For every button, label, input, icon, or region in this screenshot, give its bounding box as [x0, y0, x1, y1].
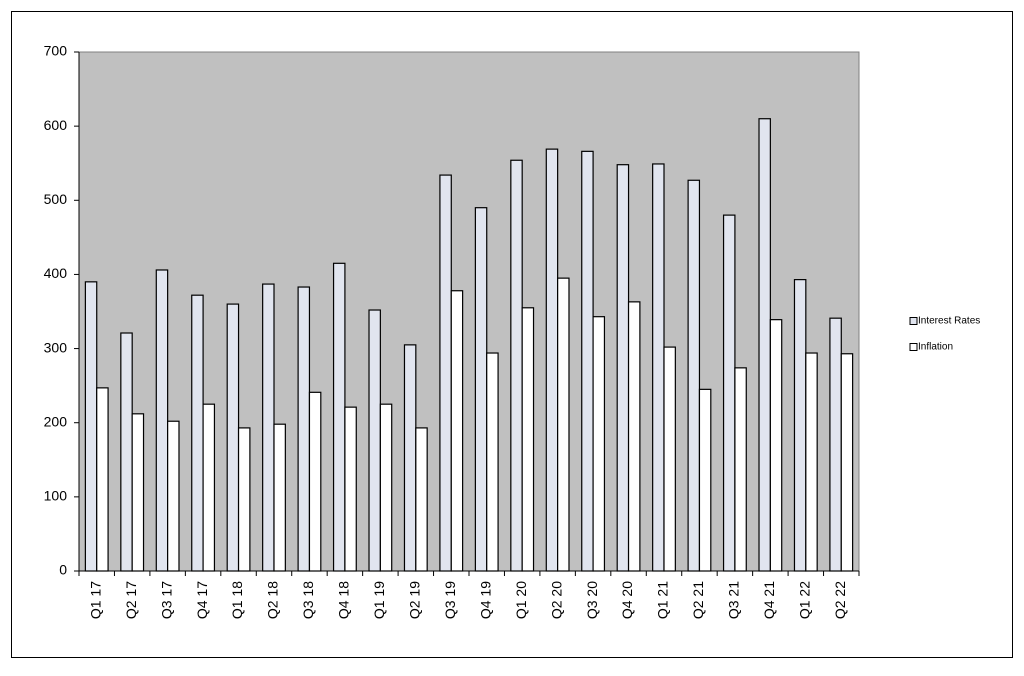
bar [557, 277, 570, 572]
bar [403, 344, 417, 572]
x-tick-label: Q1 21 [655, 581, 671, 619]
bar [734, 367, 747, 572]
bar [202, 403, 216, 572]
x-tick-label: Q1 19 [371, 581, 387, 619]
bar [379, 403, 393, 572]
x-tick-label: Q4 19 [477, 581, 493, 619]
bar [840, 353, 854, 572]
bar [474, 207, 488, 572]
bar [769, 319, 783, 572]
x-tick-label: Q2 17 [123, 581, 139, 619]
y-tick-label: 300 [44, 339, 68, 355]
bar [545, 148, 559, 572]
bar [226, 303, 240, 572]
bar [237, 427, 251, 572]
bar [131, 413, 145, 572]
legend-swatch [909, 317, 918, 325]
y-tick-label: 700 [44, 43, 68, 59]
bar [616, 164, 630, 572]
y-tick-label: 500 [44, 191, 68, 207]
x-tick-label: Q4 17 [194, 581, 210, 619]
x-tick-label: Q4 20 [619, 581, 635, 619]
x-tick-label: Q3 19 [442, 581, 458, 619]
x-tick-label: Q1 18 [229, 581, 245, 619]
bar [262, 283, 275, 572]
x-tick-label: Q1 22 [797, 581, 813, 619]
x-tick-label: Q3 17 [158, 581, 174, 619]
bar [521, 307, 535, 572]
bar [297, 286, 311, 572]
x-tick-label: Q3 20 [584, 581, 600, 619]
y-tick-label: 200 [44, 413, 68, 429]
bar [698, 388, 712, 572]
bar [627, 301, 641, 572]
x-tick-label: Q3 21 [726, 581, 742, 619]
bar [308, 391, 322, 572]
bar [155, 269, 169, 572]
legend-swatch [909, 343, 918, 351]
bar [805, 352, 818, 572]
bar [439, 174, 452, 572]
x-tick-label: Q4 18 [336, 581, 352, 619]
bar [450, 290, 464, 572]
bar [486, 352, 499, 572]
bar [722, 214, 736, 572]
bar [344, 406, 357, 572]
bar [84, 281, 98, 572]
x-tick-label: Q1 17 [87, 581, 103, 619]
x-tick-label: Q1 20 [513, 581, 529, 619]
x-tick-label: Q3 18 [300, 581, 316, 619]
x-tick-label: Q2 20 [548, 581, 564, 619]
bar [273, 423, 286, 572]
x-tick-label: Q2 19 [407, 581, 423, 619]
y-tick-label: 400 [44, 265, 68, 281]
legend-label: Interest Rates [918, 316, 980, 327]
x-tick-label: Q2 18 [265, 581, 281, 619]
y-tick-label: 100 [44, 488, 68, 504]
bar [581, 150, 594, 572]
bar [687, 179, 701, 572]
legend-label: Inflation [918, 342, 953, 353]
bar [120, 332, 133, 572]
bar [663, 346, 676, 572]
y-tick-label: 600 [44, 117, 68, 133]
y-tick-label: 0 [59, 562, 67, 578]
x-tick-label: Q2 21 [690, 581, 706, 619]
bar [510, 159, 523, 572]
bar [592, 316, 606, 572]
bar [793, 279, 807, 572]
bar [96, 387, 109, 572]
bar [652, 163, 665, 572]
x-tick-label: Q2 22 [832, 581, 848, 619]
bar [415, 427, 428, 572]
bar [167, 420, 180, 572]
bar [368, 309, 381, 572]
bar [332, 262, 346, 572]
bar [758, 118, 771, 572]
bar [191, 294, 204, 572]
bar [829, 317, 842, 572]
x-tick-label: Q4 21 [761, 581, 777, 619]
